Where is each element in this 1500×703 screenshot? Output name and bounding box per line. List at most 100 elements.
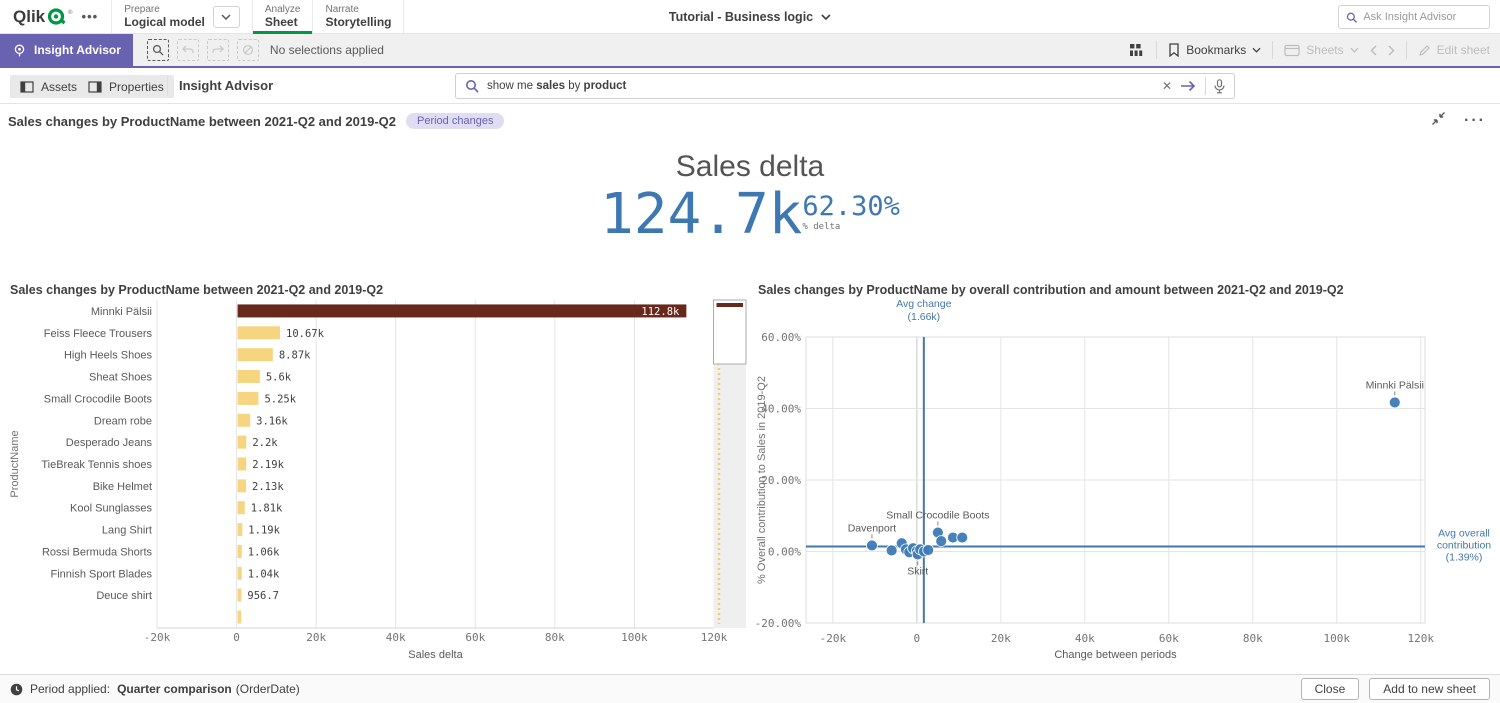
x-tick-label: 120k — [701, 631, 728, 644]
selection-tools — [147, 39, 259, 61]
sheets-menu[interactable]: Sheets — [1284, 43, 1358, 57]
tab-narrate[interactable]: Narrate Storytelling — [313, 0, 404, 33]
scatter-point[interactable] — [866, 540, 877, 551]
chart-overview-icon[interactable] — [1129, 43, 1145, 57]
next-sheet-icon[interactable] — [1388, 45, 1395, 56]
x-tick-label: 80k — [1243, 632, 1263, 645]
x-tick-label: 0 — [914, 632, 921, 645]
tab-item-label: Logical model — [124, 15, 205, 29]
panel-title: Insight Advisor — [179, 78, 273, 93]
bar-value-label: 5.6k — [266, 372, 292, 384]
clock-icon — [10, 683, 23, 696]
bar[interactable] — [238, 304, 687, 317]
redo-selection-icon[interactable] — [207, 39, 229, 61]
x-axis-title: Change between periods — [1054, 649, 1177, 661]
category-label: Rossi Bermuda Shorts — [42, 546, 153, 558]
x-tick-label: -20k — [820, 632, 847, 645]
microphone-icon[interactable] — [1214, 79, 1225, 94]
scatter-point[interactable] — [957, 532, 968, 543]
close-button[interactable]: Close — [1301, 678, 1360, 700]
x-tick-label: 40k — [1075, 632, 1095, 645]
category-label: Dream robe — [94, 415, 152, 427]
scrollbar-viewport[interactable] — [714, 300, 747, 364]
bar[interactable] — [238, 458, 247, 471]
tab-analyze[interactable]: Analyze Sheet — [253, 0, 314, 33]
bookmarks-menu[interactable]: Bookmarks — [1168, 43, 1261, 57]
more-options-icon[interactable]: ··· — [1464, 112, 1486, 130]
edit-sheet-button[interactable]: Edit sheet — [1418, 43, 1490, 57]
previous-sheet-icon[interactable] — [1370, 45, 1377, 56]
x-tick-label: 80k — [545, 631, 565, 644]
scatter-point[interactable] — [923, 545, 934, 556]
bar[interactable] — [238, 414, 251, 427]
x-tick-label: 100k — [1324, 632, 1351, 645]
x-tick-label: 40k — [386, 631, 406, 644]
bar-value-label: 3.16k — [256, 415, 288, 427]
add-to-new-sheet-button[interactable]: Add to new sheet — [1369, 678, 1490, 700]
point-label: Davenport — [848, 522, 897, 534]
bar[interactable] — [238, 326, 280, 339]
y-tick-label: -20.00% — [755, 617, 801, 630]
chevron-down-icon — [1252, 47, 1261, 53]
avg-change-label: (1.66k) — [907, 311, 940, 323]
global-more-icon[interactable]: ••• — [82, 9, 99, 24]
divider — [167, 76, 168, 96]
properties-panel-button[interactable]: Properties — [78, 75, 174, 98]
insight-advisor-icon — [12, 43, 27, 58]
category-label: Finnish Sport Blades — [51, 568, 153, 580]
scatter-point[interactable] — [886, 545, 897, 556]
logo-group: Qlik ® ••• — [0, 0, 112, 33]
bar[interactable] — [238, 501, 245, 514]
bar[interactable] — [238, 589, 242, 602]
registered-mark: ® — [68, 10, 72, 16]
clear-selections-icon[interactable] — [237, 39, 259, 61]
assets-panel-button[interactable]: Assets — [10, 75, 87, 98]
avg-contribution-label: Avg overall — [1438, 528, 1490, 540]
submit-query-icon[interactable] — [1180, 80, 1197, 92]
panel-right-icon — [88, 81, 102, 93]
bar-chart[interactable]: -20k020k40k60k80k100k120kMinnki Pälsii11… — [0, 270, 755, 672]
scatter-point[interactable] — [1389, 397, 1400, 408]
bar[interactable] — [238, 436, 247, 449]
y-tick-label: 60.00% — [761, 331, 801, 344]
ask-insight-advisor-input[interactable] — [1363, 11, 1482, 23]
chevron-down-icon — [821, 14, 831, 20]
bar[interactable] — [238, 523, 243, 536]
period-field: (OrderDate) — [236, 682, 300, 696]
bar[interactable] — [238, 370, 260, 383]
smart-search-icon[interactable] — [147, 39, 169, 61]
insight-search-input[interactable]: show me sales by product — [487, 80, 1154, 92]
tab-item-label: Sheet — [265, 15, 301, 29]
x-tick-label: 0 — [233, 631, 240, 644]
insight-search-box[interactable]: show me sales by product ✕ — [455, 73, 1235, 99]
collapse-icon[interactable] — [1431, 111, 1446, 131]
undo-selection-icon[interactable] — [177, 39, 199, 61]
category-label: High Heels Shoes — [64, 350, 153, 362]
clear-query-icon[interactable]: ✕ — [1162, 79, 1172, 93]
bar[interactable] — [238, 567, 242, 580]
x-tick-label: 60k — [465, 631, 485, 644]
prepare-dropdown-button[interactable] — [213, 6, 240, 28]
bar[interactable] — [238, 611, 242, 624]
x-tick-label: 100k — [621, 631, 648, 644]
avg-change-label: Avg change — [896, 298, 951, 310]
divider — [1406, 41, 1407, 59]
qlik-logo[interactable]: Qlik ® — [13, 6, 73, 27]
insight-advisor-button[interactable]: Insight Advisor — [0, 34, 133, 66]
divider — [1272, 41, 1273, 59]
bar[interactable] — [238, 348, 273, 361]
app-title-menu[interactable]: Tutorial - Business logic — [669, 0, 831, 34]
x-axis-title: Sales delta — [408, 649, 463, 661]
bar[interactable] — [238, 392, 259, 405]
scatter-point[interactable] — [936, 536, 947, 547]
x-tick-label: 20k — [306, 631, 326, 644]
category-label: Deuce shirt — [96, 590, 152, 602]
scatter-chart[interactable]: -20k020k40k60k80k100k120k-20.00%0.00%20.… — [755, 270, 1500, 672]
avg-contribution-label: contribution — [1437, 540, 1491, 552]
ask-insight-advisor-box[interactable] — [1338, 5, 1490, 29]
qlik-q-icon — [46, 6, 67, 27]
category-label: Bike Helmet — [93, 481, 152, 493]
tab-prepare[interactable]: Prepare Logical model — [112, 0, 253, 33]
bar[interactable] — [238, 545, 242, 558]
bar[interactable] — [238, 479, 246, 492]
